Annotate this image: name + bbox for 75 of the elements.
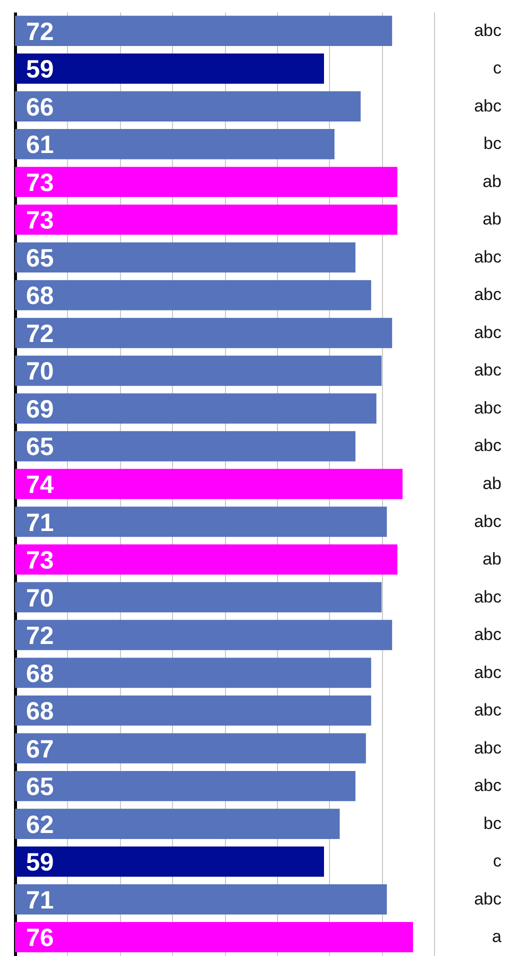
bar [15, 468, 403, 500]
y-tick-label: abc [474, 512, 502, 531]
data-label: 71 [26, 886, 54, 914]
bar [15, 582, 382, 612]
bar [15, 242, 356, 273]
data-label: 59 [26, 848, 54, 877]
y-tick-label: abc [474, 285, 502, 304]
y-tick-label: abc [474, 662, 502, 682]
y-tick-label: abc [474, 889, 502, 908]
y-tick-label: abc [474, 625, 502, 644]
data-label: 76 [26, 924, 54, 952]
y-tick-label: abc [474, 247, 502, 266]
bar [15, 884, 387, 914]
y-tick-label: abc [474, 398, 502, 418]
bar [15, 544, 398, 575]
data-label: 65 [26, 244, 54, 272]
bar [15, 166, 398, 198]
bar [15, 91, 361, 122]
data-label: 65 [26, 773, 54, 802]
data-label: 71 [26, 508, 54, 537]
y-tick-label: bc [484, 814, 502, 833]
data-label: 73 [26, 546, 54, 575]
y-tick-label: ab [482, 172, 502, 191]
data-label: 72 [26, 18, 54, 46]
y-tick-label: ab [482, 550, 502, 569]
bar [15, 620, 392, 650]
data-label: 70 [26, 584, 54, 612]
data-label: 67 [26, 735, 54, 764]
y-tick-label: abc [474, 700, 502, 720]
bar [15, 808, 340, 839]
y-tick-label: ab [482, 210, 502, 229]
bar [15, 506, 387, 537]
data-label: 72 [26, 320, 54, 348]
bar [15, 658, 372, 688]
data-label: 73 [26, 168, 54, 197]
y-tick-label: ab [482, 474, 502, 493]
bar [15, 318, 392, 348]
bar [15, 204, 398, 235]
y-tick-label: abc [474, 776, 502, 796]
data-label: 73 [26, 206, 54, 235]
data-label: 74 [26, 471, 54, 499]
data-label: 70 [26, 358, 54, 386]
data-label: 59 [26, 56, 54, 84]
bar [15, 733, 366, 764]
data-label: 65 [26, 433, 54, 462]
data-label: 72 [26, 622, 54, 650]
y-tick-label: c [493, 58, 502, 78]
y-tick-label: abc [474, 587, 502, 606]
data-label: 62 [26, 810, 54, 839]
bar [15, 280, 372, 310]
bar [15, 770, 356, 802]
data-label: 68 [26, 698, 54, 726]
y-tick-label: abc [474, 436, 502, 456]
bar [15, 356, 382, 386]
bar [15, 393, 376, 424]
y-tick-label: abc [474, 96, 502, 116]
y-tick-label: abc [474, 20, 502, 40]
data-label: 66 [26, 93, 54, 122]
data-label: 69 [26, 395, 54, 424]
bar [15, 54, 324, 84]
y-tick-label: bc [484, 134, 502, 154]
y-tick-label: abc [474, 322, 502, 342]
bar [15, 129, 334, 160]
bar [15, 16, 392, 46]
data-label: 68 [26, 660, 54, 688]
bar [15, 695, 372, 726]
data-label: 68 [26, 282, 54, 310]
bar [15, 846, 324, 877]
bar [15, 431, 356, 462]
y-tick-label: abc [474, 360, 502, 380]
y-tick-label: c [493, 852, 502, 871]
y-tick-label: abc [474, 738, 502, 758]
y-tick-label: a [492, 927, 502, 946]
data-label: 61 [26, 131, 54, 160]
bar [15, 922, 414, 952]
